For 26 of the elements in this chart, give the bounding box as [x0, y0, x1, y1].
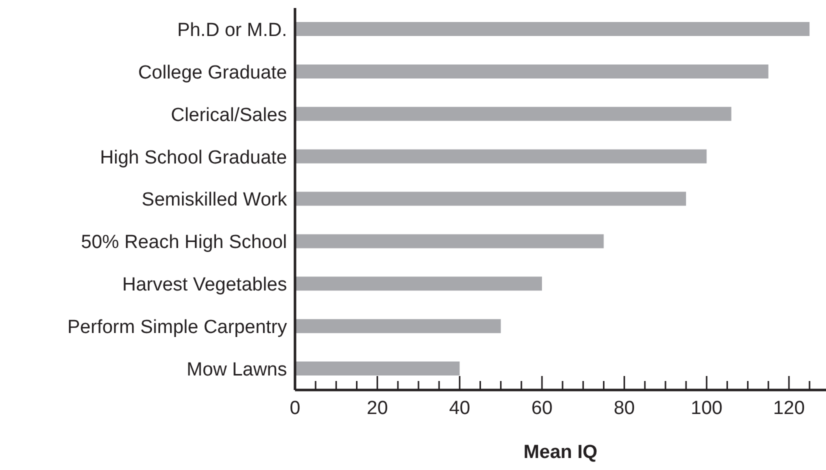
x-tick-label: 120: [773, 398, 805, 419]
bar: [295, 319, 501, 334]
y-tick-label: Ph.D or M.D.: [177, 20, 287, 41]
y-tick-label: Harvest Vegetables: [122, 274, 287, 296]
bar: [295, 276, 542, 291]
bar: [295, 234, 604, 248]
x-tick-label: 80: [614, 398, 635, 419]
x-tick-label: 60: [531, 398, 553, 419]
y-tick-label: Clerical/Sales: [170, 104, 287, 126]
y-tick-label: 50% Reach High School: [81, 232, 287, 254]
y-tick-label: College Graduate: [138, 62, 287, 84]
bar: [295, 192, 686, 206]
x-tick-label: 20: [366, 398, 388, 419]
y-tick-label: High School Graduate: [100, 147, 287, 168]
x-tick-label: 0: [290, 398, 300, 419]
y-tick-label: Perform Simple Carpentry: [67, 317, 288, 338]
bar: [295, 362, 460, 376]
x-tick-label: 100: [690, 398, 722, 419]
x-tick-label: 40: [449, 398, 470, 419]
bar: [295, 149, 707, 164]
x-axis-title: Mean IQ: [524, 442, 598, 463]
bar: [295, 106, 732, 121]
y-tick-label: Mow Lawns: [186, 360, 287, 381]
bar: [295, 22, 810, 36]
bar: [295, 64, 768, 78]
y-tick-label: Semiskilled Work: [142, 190, 288, 211]
